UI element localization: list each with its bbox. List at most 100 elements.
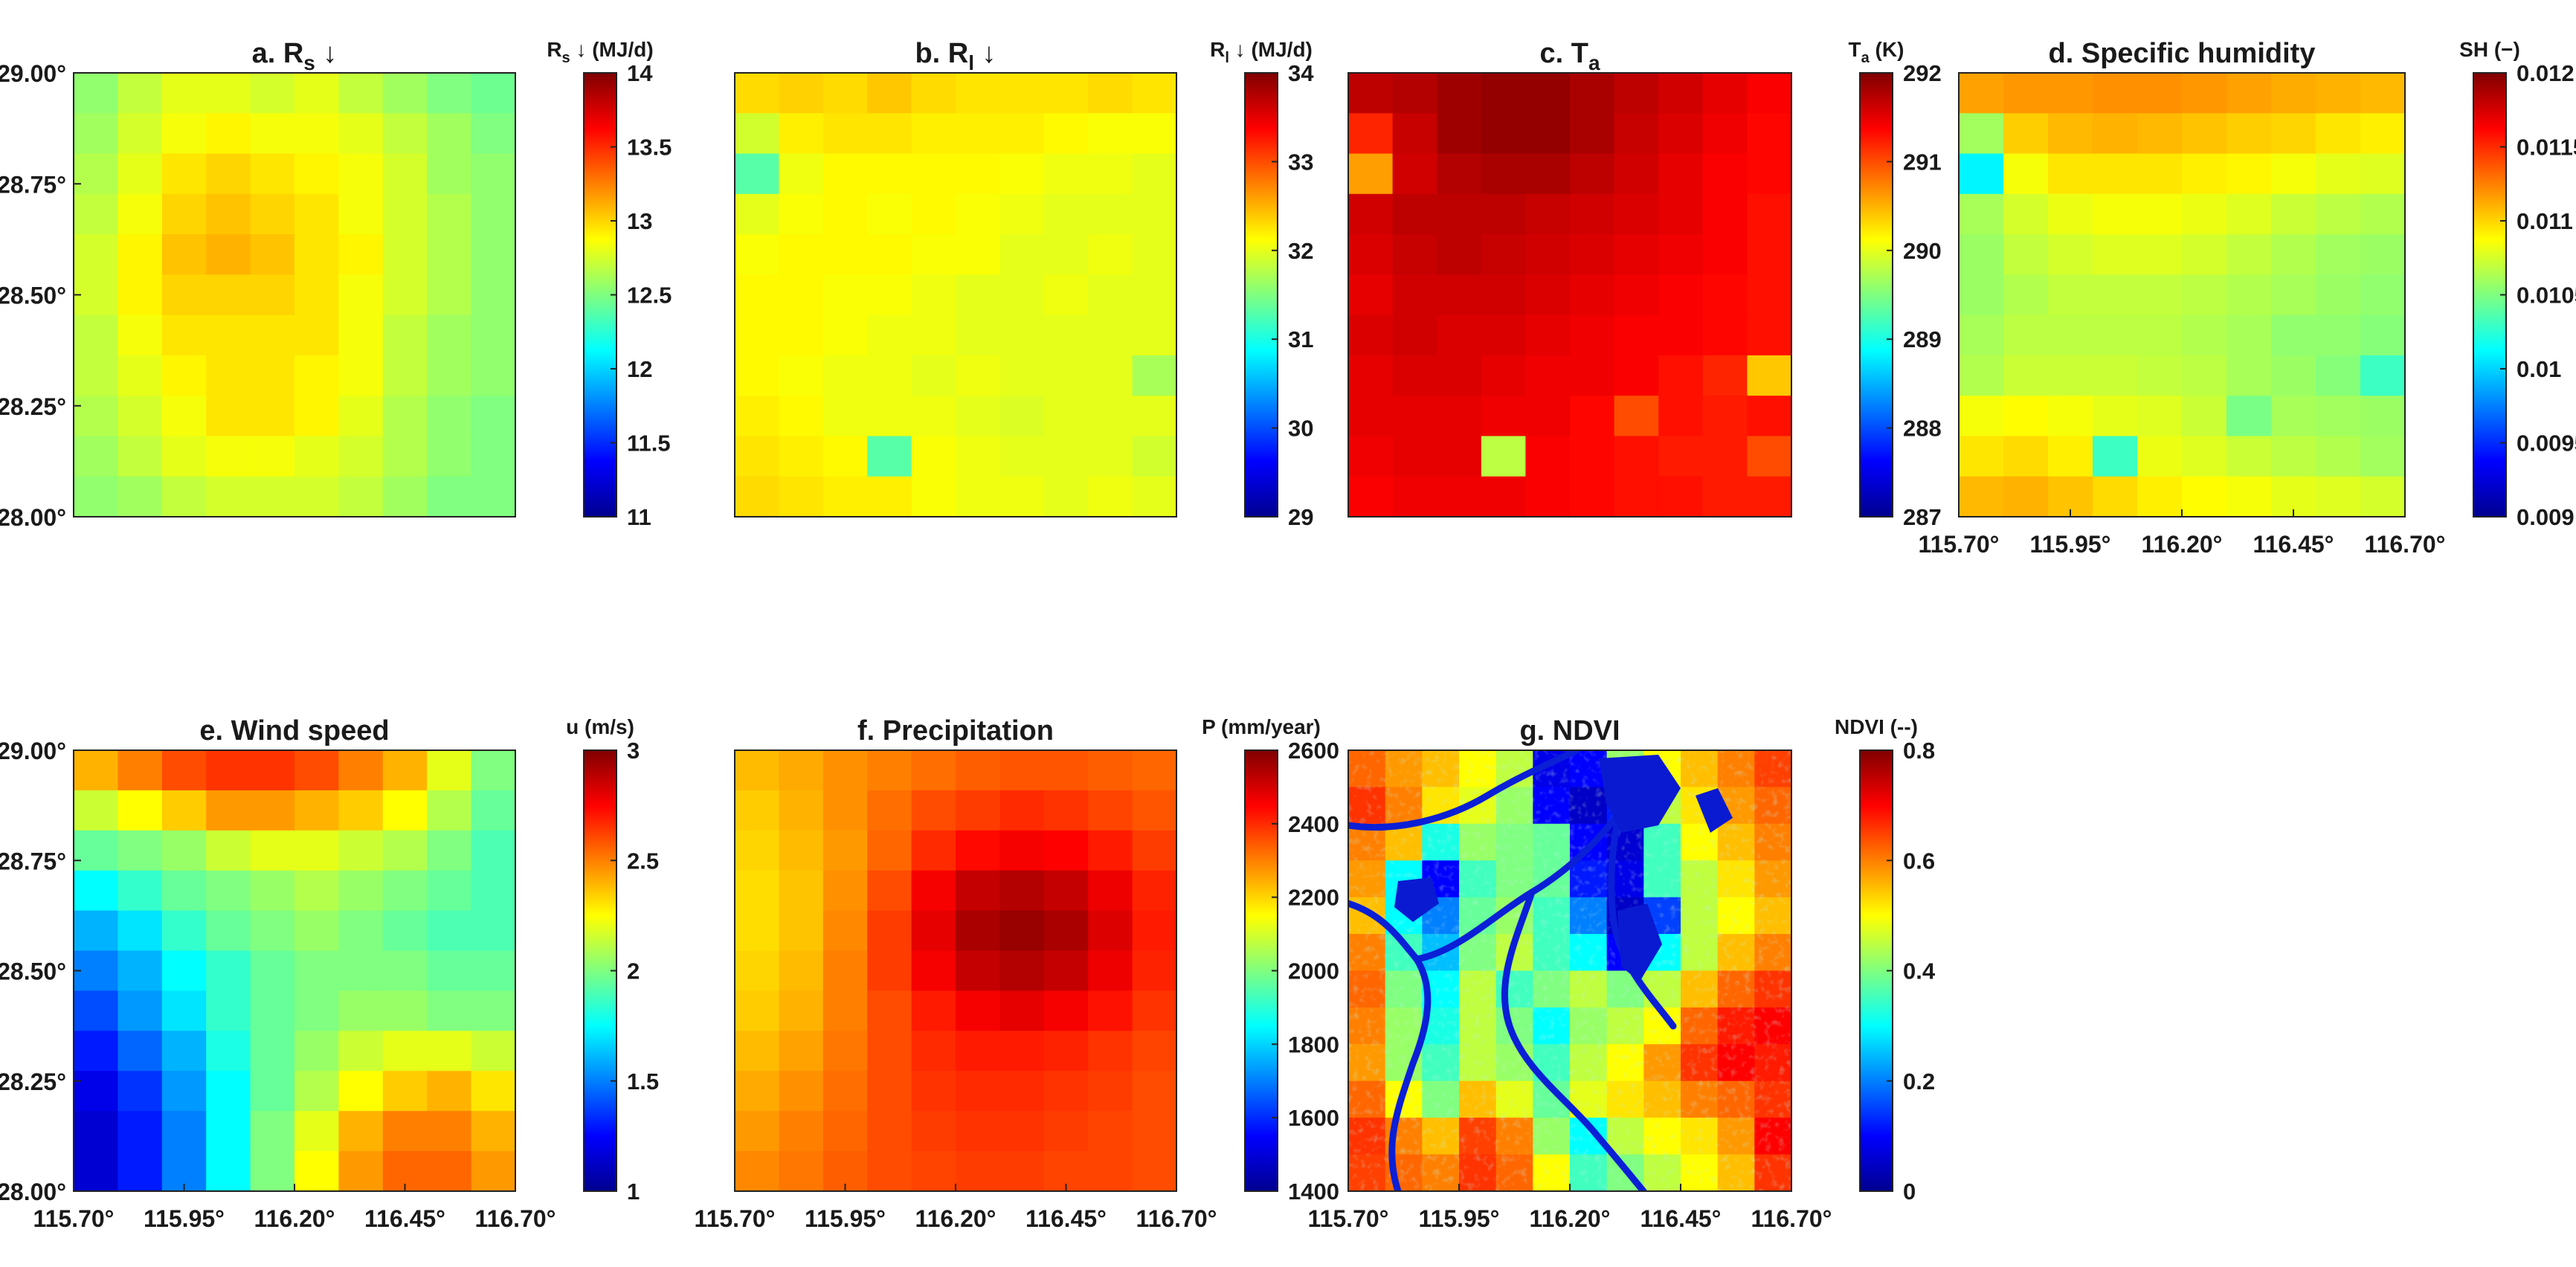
heatmap-cell	[1525, 193, 1571, 235]
heatmap-cell	[779, 1111, 824, 1152]
heatmap-cell	[382, 830, 428, 871]
heatmap-cell	[117, 750, 163, 791]
x-tick-label: 116.20°	[1530, 1205, 1611, 1232]
heatmap-cell	[956, 113, 1000, 155]
heatmap-cell	[735, 234, 779, 275]
heatmap-cell	[382, 234, 428, 275]
heatmap-cell	[1088, 990, 1133, 1031]
heatmap-cell	[956, 1111, 1000, 1152]
colorbar-label: Rs ↓ (MJ/d)	[547, 38, 653, 66]
colorbar-tick-label: 292	[1903, 60, 1942, 86]
heatmap-cell	[999, 476, 1045, 518]
heatmap-cell	[1132, 315, 1177, 356]
heatmap-cell	[250, 1151, 295, 1192]
heatmap-cell	[735, 113, 779, 155]
heatmap-cell	[779, 315, 824, 356]
heatmap-cell	[1658, 436, 1704, 477]
heatmap-cell	[2003, 396, 2049, 437]
heatmap-cell	[1525, 153, 1571, 195]
heatmap-cell	[867, 1071, 912, 1112]
heatmap-cell	[382, 750, 428, 791]
heatmap-cell	[206, 355, 251, 396]
heatmap-cell	[1658, 274, 1704, 316]
heatmap-cell	[74, 790, 118, 831]
colorbar-tick-label: 2.5	[627, 848, 659, 874]
heatmap-cell	[2093, 396, 2138, 437]
heatmap-cell	[1043, 193, 1089, 235]
heatmap-cell	[1702, 274, 1748, 316]
heatmap-cell	[117, 1071, 163, 1112]
heatmap-cell	[1043, 910, 1089, 952]
heatmap-cell	[1525, 436, 1571, 477]
heatmap-cell	[1088, 1031, 1133, 1071]
heatmap-cell	[1088, 870, 1133, 912]
heatmap-cell	[911, 396, 956, 437]
colorbar-tick-label: 3	[627, 738, 640, 764]
colorbar-tick-label: 287	[1903, 504, 1942, 530]
heatmap-cell	[2003, 315, 2049, 356]
heatmap-cell	[161, 355, 207, 396]
heatmap-cell	[822, 153, 868, 195]
heatmap-cell	[779, 790, 824, 831]
heatmap-cell	[427, 355, 472, 396]
heatmap-cell	[427, 153, 472, 195]
heatmap-cell	[117, 396, 163, 437]
x-tick-label: 115.95°	[2030, 531, 2111, 558]
heatmap-cell	[1392, 436, 1437, 477]
heatmap-cell	[161, 990, 207, 1031]
heatmap-cell	[1525, 396, 1571, 437]
heatmap-cell	[1614, 274, 1659, 316]
heatmap-cell	[161, 153, 207, 195]
heatmap-cell	[1614, 193, 1659, 235]
heatmap-cell	[911, 73, 956, 114]
heatmap-cell	[117, 1111, 163, 1152]
heatmap-cell	[471, 355, 516, 396]
heatmap-cell	[338, 315, 384, 356]
heatmap-cell	[74, 750, 118, 791]
heatmap-cell	[1481, 234, 1526, 275]
heatmap-cell	[1525, 234, 1571, 275]
heatmap-cell	[999, 153, 1045, 195]
panel-e: e. Wind speed 29.00° 28.75° 28.50° 28.25° 28.…	[0, 715, 659, 1232]
colorbar-tick-label: 0.4	[1903, 958, 1936, 984]
heatmap-cell	[1959, 274, 2004, 316]
x-tick-label: 116.70°	[1136, 1205, 1217, 1232]
heatmap-cell	[822, 950, 868, 992]
heatmap-cell	[471, 750, 516, 791]
heatmap-cell	[1959, 355, 2004, 396]
heatmap-cell	[1437, 153, 1482, 195]
water-body	[1696, 788, 1733, 833]
river-mark	[1348, 750, 1580, 831]
colorbar-tick-label: 0.8	[1903, 738, 1935, 764]
heatmap-cell	[338, 1031, 384, 1071]
heatmap-cell	[1043, 830, 1089, 871]
heatmap-cell	[1043, 153, 1089, 195]
heatmap-cell	[2182, 476, 2227, 518]
heatmap-cell	[867, 274, 912, 316]
heatmap-cell	[2137, 436, 2183, 477]
heatmap-cell	[735, 1071, 779, 1112]
heatmap-cell	[822, 830, 868, 871]
heatmap-cell	[911, 790, 956, 831]
heatmap-cell	[250, 476, 295, 518]
heatmap-cell	[2316, 396, 2361, 437]
heatmap-cell	[2360, 274, 2406, 316]
heatmap-cell	[779, 153, 824, 195]
heatmap-cell	[294, 870, 339, 912]
heatmap-cell	[206, 830, 251, 871]
heatmap-cell	[382, 274, 428, 316]
heatmap-cell	[250, 870, 295, 912]
heatmap-cell	[1348, 476, 1394, 518]
heatmap-cell	[250, 1111, 295, 1152]
heatmap-cell	[2137, 113, 2183, 155]
heatmap-cell	[2360, 476, 2406, 518]
heatmap-cell	[1132, 870, 1177, 912]
heatmap-cell	[471, 1151, 516, 1192]
colorbar-label: SH (−)	[2459, 38, 2520, 61]
heatmap-cell	[471, 830, 516, 871]
panel-g: g. NDVI 115.70° 115.95° 116.20° 116.45° 116.7…	[1308, 715, 1936, 1232]
heatmap-cell	[1658, 396, 1704, 437]
colorbar-tick-label: 29	[1288, 504, 1313, 530]
heatmap-cell	[1043, 396, 1089, 437]
heatmap-cell	[911, 436, 956, 477]
